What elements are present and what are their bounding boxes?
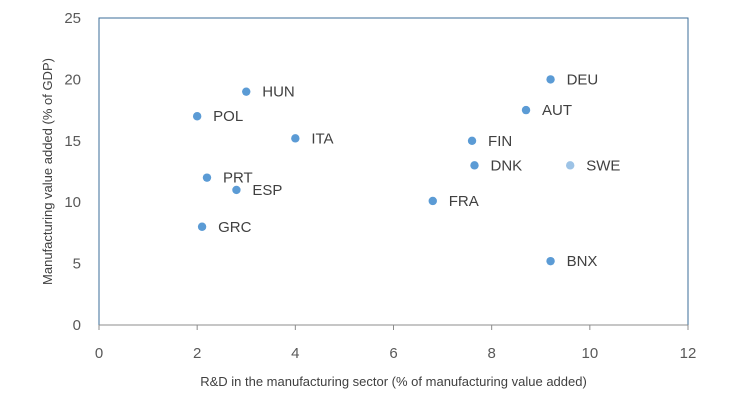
data-point-esp [232, 185, 241, 195]
point-label-dnk: DNK [490, 157, 522, 174]
y-tick-label: 10 [64, 194, 81, 211]
point-label-prt: PRT [223, 170, 253, 187]
point-label-ita: ITA [311, 130, 333, 147]
x-tick-label: 12 [680, 345, 697, 362]
data-point-hun [242, 87, 251, 96]
point-label-swe: SWE [586, 157, 620, 174]
data-point-dnk [470, 161, 479, 170]
x-tick-label: 4 [291, 345, 299, 362]
x-tick-label: 0 [95, 345, 103, 362]
y-tick-label: 15 [64, 133, 81, 150]
y-axis-ticks: 0 5 10 15 20 25 [64, 10, 81, 334]
x-tick-label: 10 [581, 345, 598, 362]
data-points [192, 75, 575, 266]
data-point-pol [192, 112, 202, 121]
point-label-fra: FRA [449, 193, 479, 210]
data-point-bnx [546, 256, 555, 266]
y-tick-label: 0 [73, 317, 81, 334]
x-tick-label: 6 [389, 345, 397, 362]
data-point-ita [291, 134, 300, 143]
point-label-grc: GRC [218, 219, 252, 236]
x-axis-ticks: 0 2 4 6 8 10 12 [95, 325, 697, 362]
x-tick-label: 2 [193, 345, 201, 362]
data-point-deu [546, 75, 555, 84]
point-label-bnx: BNX [567, 253, 598, 270]
x-tick-label: 8 [487, 345, 495, 362]
data-point-grc [197, 222, 207, 231]
data-point-swe [566, 161, 575, 170]
data-point-prt [202, 173, 212, 182]
point-label-pol: POL [213, 108, 243, 125]
point-label-esp: ESP [252, 182, 282, 199]
y-tick-label: 25 [64, 10, 81, 27]
data-point-fin [467, 136, 477, 145]
data-point-fra [428, 196, 437, 206]
y-tick-label: 20 [64, 71, 81, 88]
data-point-aut [521, 105, 531, 115]
point-label-fin: FIN [488, 133, 512, 150]
x-axis-title: R&D in the manufacturing sector (% of ma… [200, 374, 587, 389]
y-tick-label: 5 [73, 256, 81, 273]
point-label-deu: DEU [567, 71, 599, 88]
point-label-aut: AUT [542, 102, 572, 119]
y-axis-title: Manufacturing value added (% of GDP) [40, 58, 55, 285]
point-label-hun: HUN [262, 84, 295, 101]
